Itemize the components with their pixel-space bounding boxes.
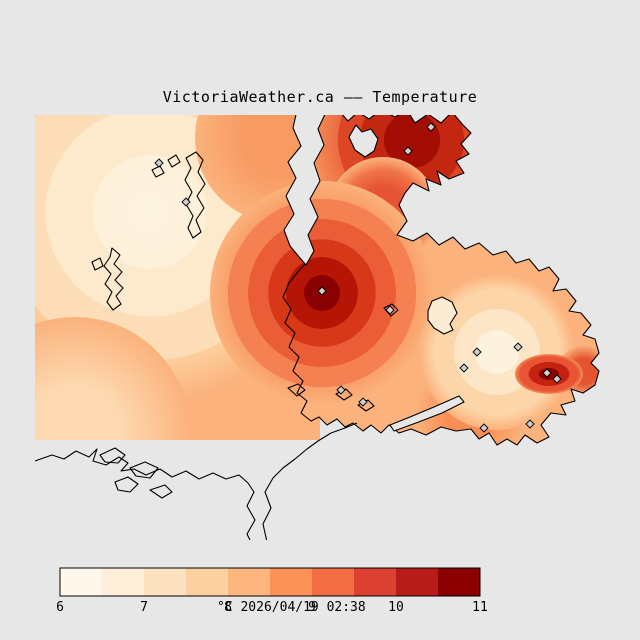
- coastline-main-landmass: [282, 115, 600, 446]
- colorbar-segment: [228, 568, 270, 596]
- station-marker-diamond: [552, 374, 562, 384]
- station-marker-diamond: [426, 122, 436, 132]
- colorbar-segment: [144, 568, 186, 596]
- station-marker-diamond: [336, 385, 346, 395]
- sea-inlet: [283, 115, 326, 266]
- colorbar-tick-label: 8: [224, 600, 232, 615]
- station-marker-diamond: [403, 146, 413, 156]
- station-marker-diamond: [385, 305, 395, 315]
- islet-south-a: [287, 383, 306, 397]
- colorbar-segment: [312, 568, 354, 596]
- lake-outline: [427, 296, 458, 335]
- station-marker-diamond: [479, 423, 489, 433]
- colorbar-segment: [186, 568, 228, 596]
- island-chain-west: [103, 247, 124, 311]
- colorbar-segment: [438, 568, 480, 596]
- station-marker-diamond: [472, 347, 482, 357]
- light-band-southwest: [35, 317, 190, 445]
- coastline-south-mainland: [35, 422, 358, 540]
- station-marker-diamond: [317, 286, 327, 296]
- colorbar-segment: [102, 568, 144, 596]
- colorbar-segment: [60, 568, 102, 596]
- colorbar-segment: [270, 568, 312, 596]
- island-chain-northwest: [184, 151, 206, 239]
- colorbar-ticks: 6 7 8 9 10 11: [56, 600, 488, 615]
- colorbar-tick-label: 7: [140, 600, 148, 615]
- station-markers: [154, 122, 562, 433]
- colorbar-tick-label: 10: [388, 600, 404, 615]
- colorbar-border: [59, 567, 481, 597]
- station-marker-diamond: [154, 158, 164, 168]
- islet-northwest-b: [151, 165, 165, 178]
- islet-northwest-a: [167, 154, 181, 168]
- colorbar-tick-label: 6: [56, 600, 64, 615]
- station-marker-diamond: [513, 342, 523, 352]
- station-marker-diamond: [525, 419, 535, 429]
- colorbar-tick-label: 9: [308, 600, 316, 615]
- island-bottom-b: [129, 461, 159, 479]
- station-marker-diamond: [459, 363, 469, 373]
- fjord-inlet: [389, 395, 465, 432]
- station-marker-diamond: [542, 368, 552, 378]
- islet-central: [383, 303, 399, 317]
- station-marker-diamond: [181, 197, 191, 207]
- colorbar-segments: [60, 568, 480, 596]
- plot-title: VictoriaWeather.ca —— Temperature: [163, 88, 478, 106]
- units-timestamp-label: °C 2026/04/19 02:38: [217, 600, 366, 615]
- island-bottom-c: [114, 476, 139, 493]
- bay-notch: [348, 124, 379, 158]
- colorbar-tick-label: 11: [472, 600, 488, 615]
- island-bottom-a: [99, 447, 126, 464]
- colorbar: 6 7 8 9 10 11: [56, 567, 488, 615]
- colorbar-segment: [396, 568, 438, 596]
- station-marker-diamond: [358, 397, 368, 407]
- island-bottom-d: [149, 484, 173, 499]
- islet-west: [91, 257, 104, 271]
- colorbar-segment: [354, 568, 396, 596]
